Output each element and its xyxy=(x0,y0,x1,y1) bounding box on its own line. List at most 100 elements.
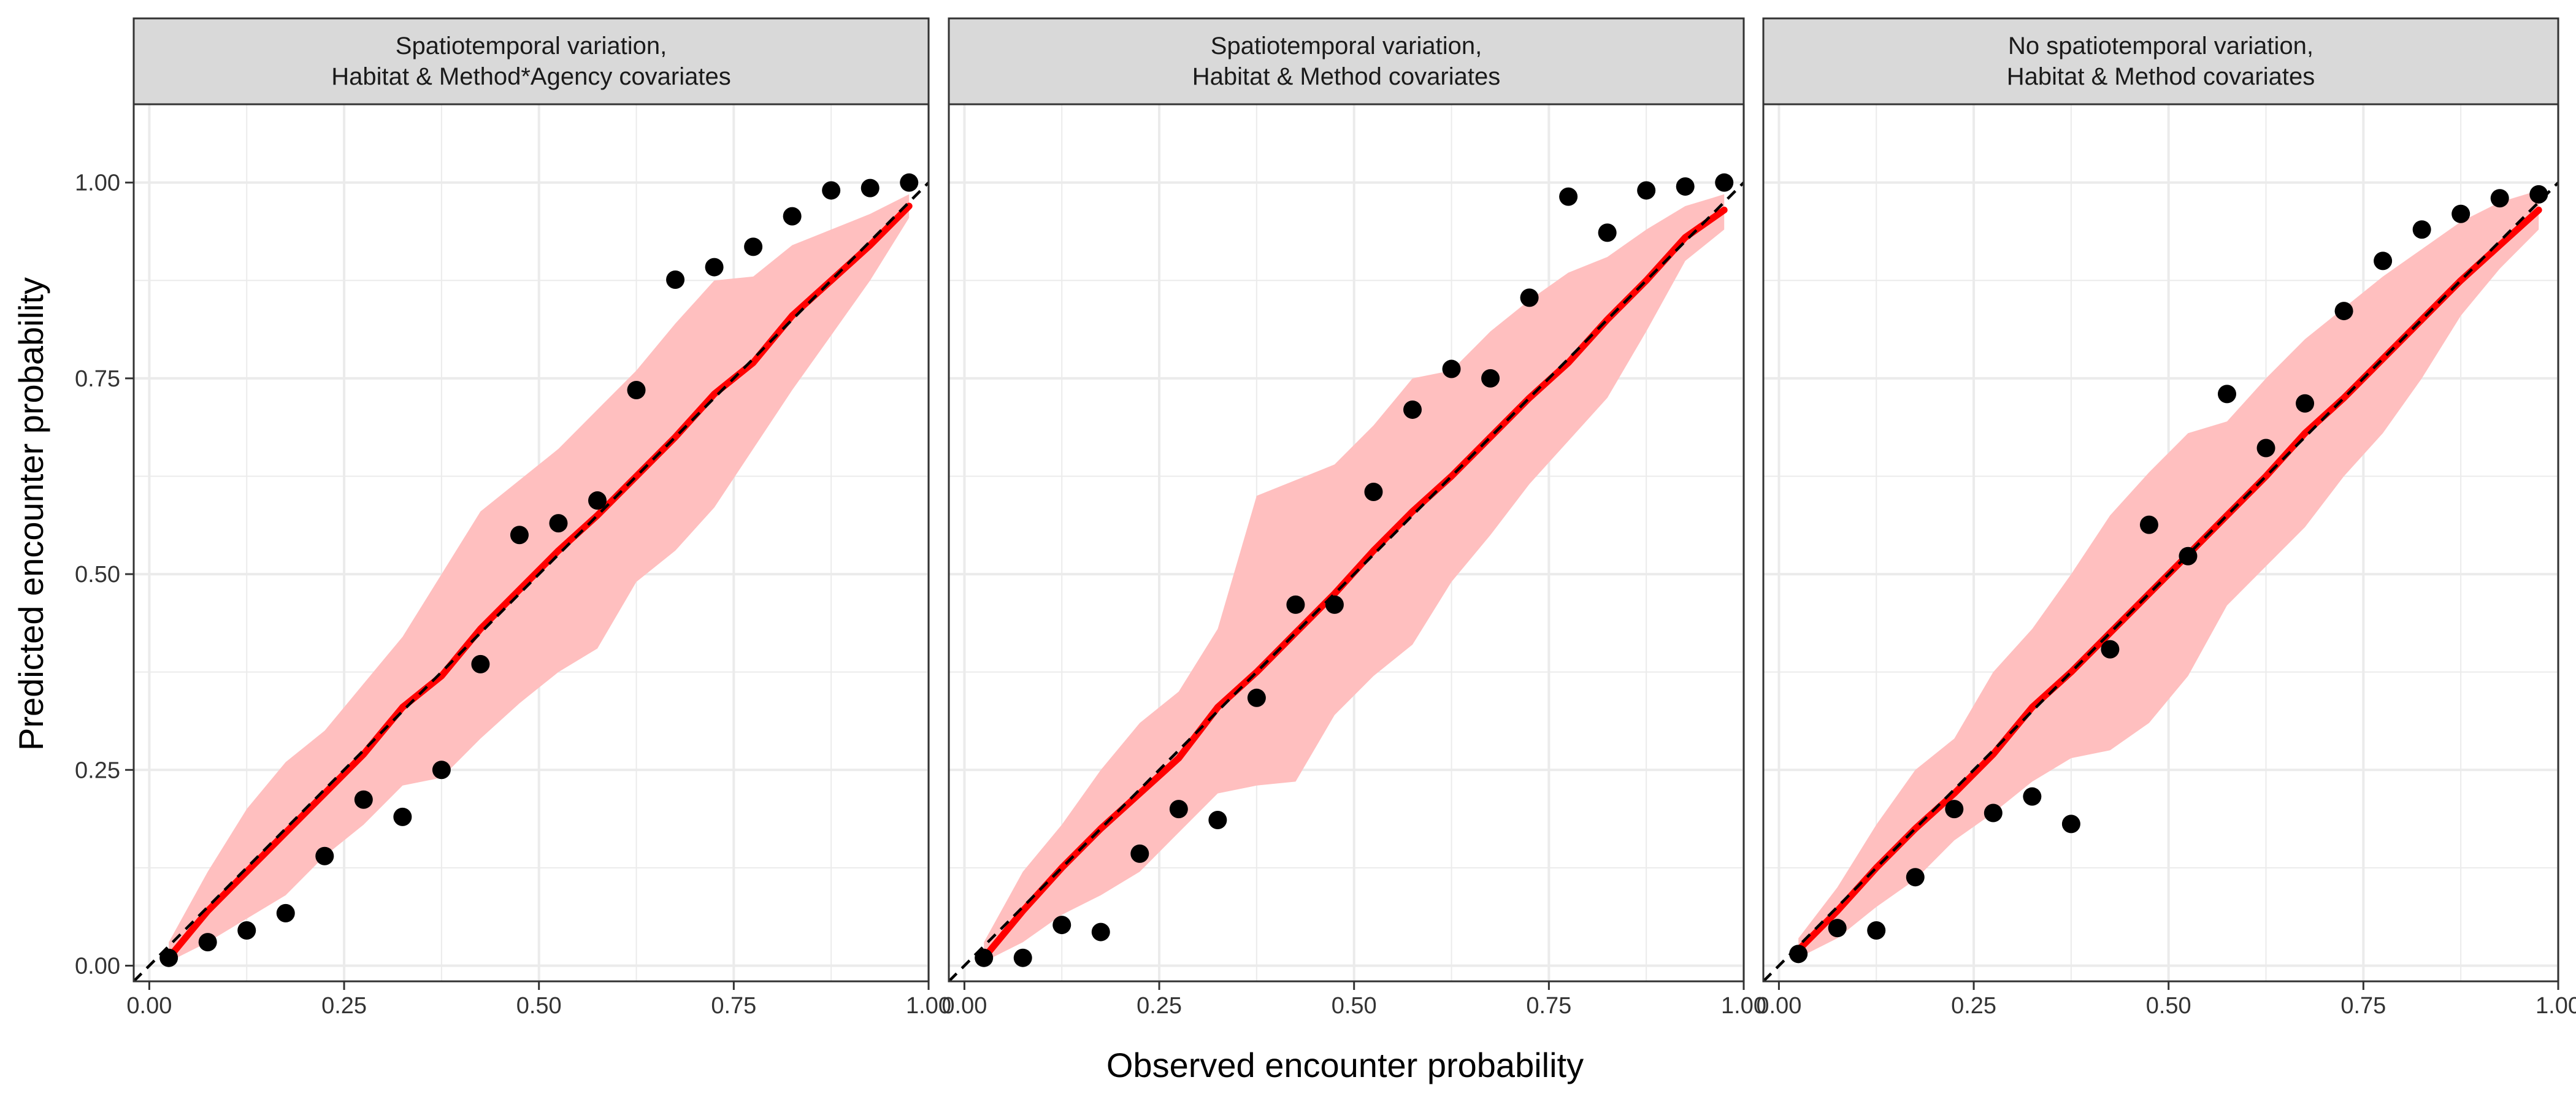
identity-reference-line xyxy=(134,182,929,981)
strip-background xyxy=(1762,17,2559,105)
data-point xyxy=(1247,688,1266,707)
strip-background xyxy=(132,17,930,105)
panel-2: Spatiotemporal variation, Habitat & Metho… xyxy=(941,17,1766,1019)
x-axis-title: Observed encounter probability xyxy=(1106,1046,1584,1084)
data-point xyxy=(2256,439,2275,458)
x-tick-label: 0.00 xyxy=(126,993,172,1019)
data-point xyxy=(198,933,217,952)
x-tick-label: 1.00 xyxy=(2536,993,2576,1019)
x-tick-label: 0.75 xyxy=(2340,993,2386,1019)
data-point xyxy=(549,514,568,533)
x-tick-label: 0.25 xyxy=(1951,993,1996,1019)
x-tick-label: 0.50 xyxy=(2146,993,2191,1019)
data-point xyxy=(627,381,646,400)
x-tick-label: 1.00 xyxy=(906,993,951,1019)
data-point xyxy=(2412,220,2431,239)
data-point xyxy=(1286,595,1305,614)
data-point xyxy=(1867,921,1886,940)
y-tick-label: 0.50 xyxy=(75,562,120,588)
data-point xyxy=(588,491,607,510)
panel-plot-area xyxy=(1763,182,2558,981)
data-point xyxy=(744,237,763,256)
data-point xyxy=(822,181,841,200)
x-tick-label: 0.00 xyxy=(941,993,987,1019)
data-point xyxy=(2296,394,2315,413)
strip-title-line: No spatiotemporal variation, xyxy=(2008,33,2313,59)
data-point xyxy=(2529,185,2548,204)
data-point xyxy=(1091,922,1110,941)
data-point xyxy=(1676,177,1695,196)
x-tick-label: 0.25 xyxy=(321,993,367,1019)
data-point xyxy=(2061,815,2080,834)
identity-reference-line xyxy=(1763,182,2558,981)
x-tick-label: 0.25 xyxy=(1137,993,1182,1019)
data-point xyxy=(900,173,919,192)
data-point xyxy=(2218,385,2236,404)
data-point xyxy=(393,807,412,826)
y-tick-label: 0.25 xyxy=(75,757,120,783)
x-tick-label: 0.75 xyxy=(711,993,756,1019)
x-tick-label: 0.00 xyxy=(1756,993,1801,1019)
data-point xyxy=(1520,288,1539,307)
data-point xyxy=(1984,803,2003,822)
data-point xyxy=(2179,546,2198,565)
data-point xyxy=(783,207,802,226)
data-point xyxy=(2139,515,2158,534)
data-point xyxy=(1637,181,1656,200)
strip-title-line: Habitat & Method covariates xyxy=(2007,63,2315,90)
data-point xyxy=(159,948,178,967)
data-point xyxy=(1789,945,1808,964)
data-point xyxy=(705,258,724,277)
data-point xyxy=(1364,483,1383,502)
strip-background xyxy=(948,17,1745,105)
panel-plot-area xyxy=(949,173,1744,981)
strip-title-line: Spatiotemporal variation, xyxy=(396,33,667,59)
data-point xyxy=(1715,173,1734,192)
data-point xyxy=(2334,302,2353,321)
data-point xyxy=(975,948,994,967)
y-axis-title: Predicted encounter probability xyxy=(12,277,50,751)
data-point xyxy=(1828,919,1847,938)
strip-title-line: Habitat & Method covariates xyxy=(1192,63,1500,90)
data-point xyxy=(2374,251,2393,270)
x-tick-label: 0.50 xyxy=(1332,993,1377,1019)
y-tick-label: 0.75 xyxy=(75,366,120,392)
data-point xyxy=(1945,800,1964,819)
data-point xyxy=(276,903,295,922)
y-tick-label: 1.00 xyxy=(75,171,120,196)
mean-prediction-line xyxy=(165,202,913,962)
data-point xyxy=(2101,640,2120,659)
data-point xyxy=(1052,916,1071,935)
data-point xyxy=(1325,595,1344,614)
data-point xyxy=(471,654,490,673)
identity-reference-line xyxy=(949,182,1744,981)
data-point xyxy=(1906,868,1925,887)
data-point xyxy=(1442,359,1461,378)
data-point xyxy=(2490,189,2509,208)
data-point xyxy=(237,921,256,940)
data-point xyxy=(1208,810,1227,829)
data-point xyxy=(1598,223,1617,242)
data-point xyxy=(354,790,373,809)
data-point xyxy=(1169,800,1188,819)
data-point xyxy=(1403,400,1422,419)
data-point xyxy=(1559,187,1578,206)
strip-title-line: Habitat & Method*Agency covariates xyxy=(331,63,730,90)
strip-title-line: Spatiotemporal variation, xyxy=(1211,33,1482,59)
panel-plot-area xyxy=(134,173,929,981)
x-tick-label: 1.00 xyxy=(1721,993,1766,1019)
panels: Spatiotemporal variation, Habitat & Metho… xyxy=(75,17,2576,1019)
data-point xyxy=(2023,787,2042,806)
data-point xyxy=(2451,204,2471,223)
panel-1: Spatiotemporal variation, Habitat & Metho… xyxy=(75,17,951,1019)
data-point xyxy=(315,846,334,865)
x-tick-label: 0.75 xyxy=(1526,993,1571,1019)
data-point xyxy=(1481,369,1500,388)
data-point xyxy=(1013,948,1032,967)
x-tick-label: 0.50 xyxy=(516,993,562,1019)
data-point xyxy=(510,526,529,545)
data-point xyxy=(666,270,685,289)
data-point xyxy=(432,761,451,780)
panel-3: No spatiotemporal variation, Habitat & Me… xyxy=(1756,17,2576,1019)
